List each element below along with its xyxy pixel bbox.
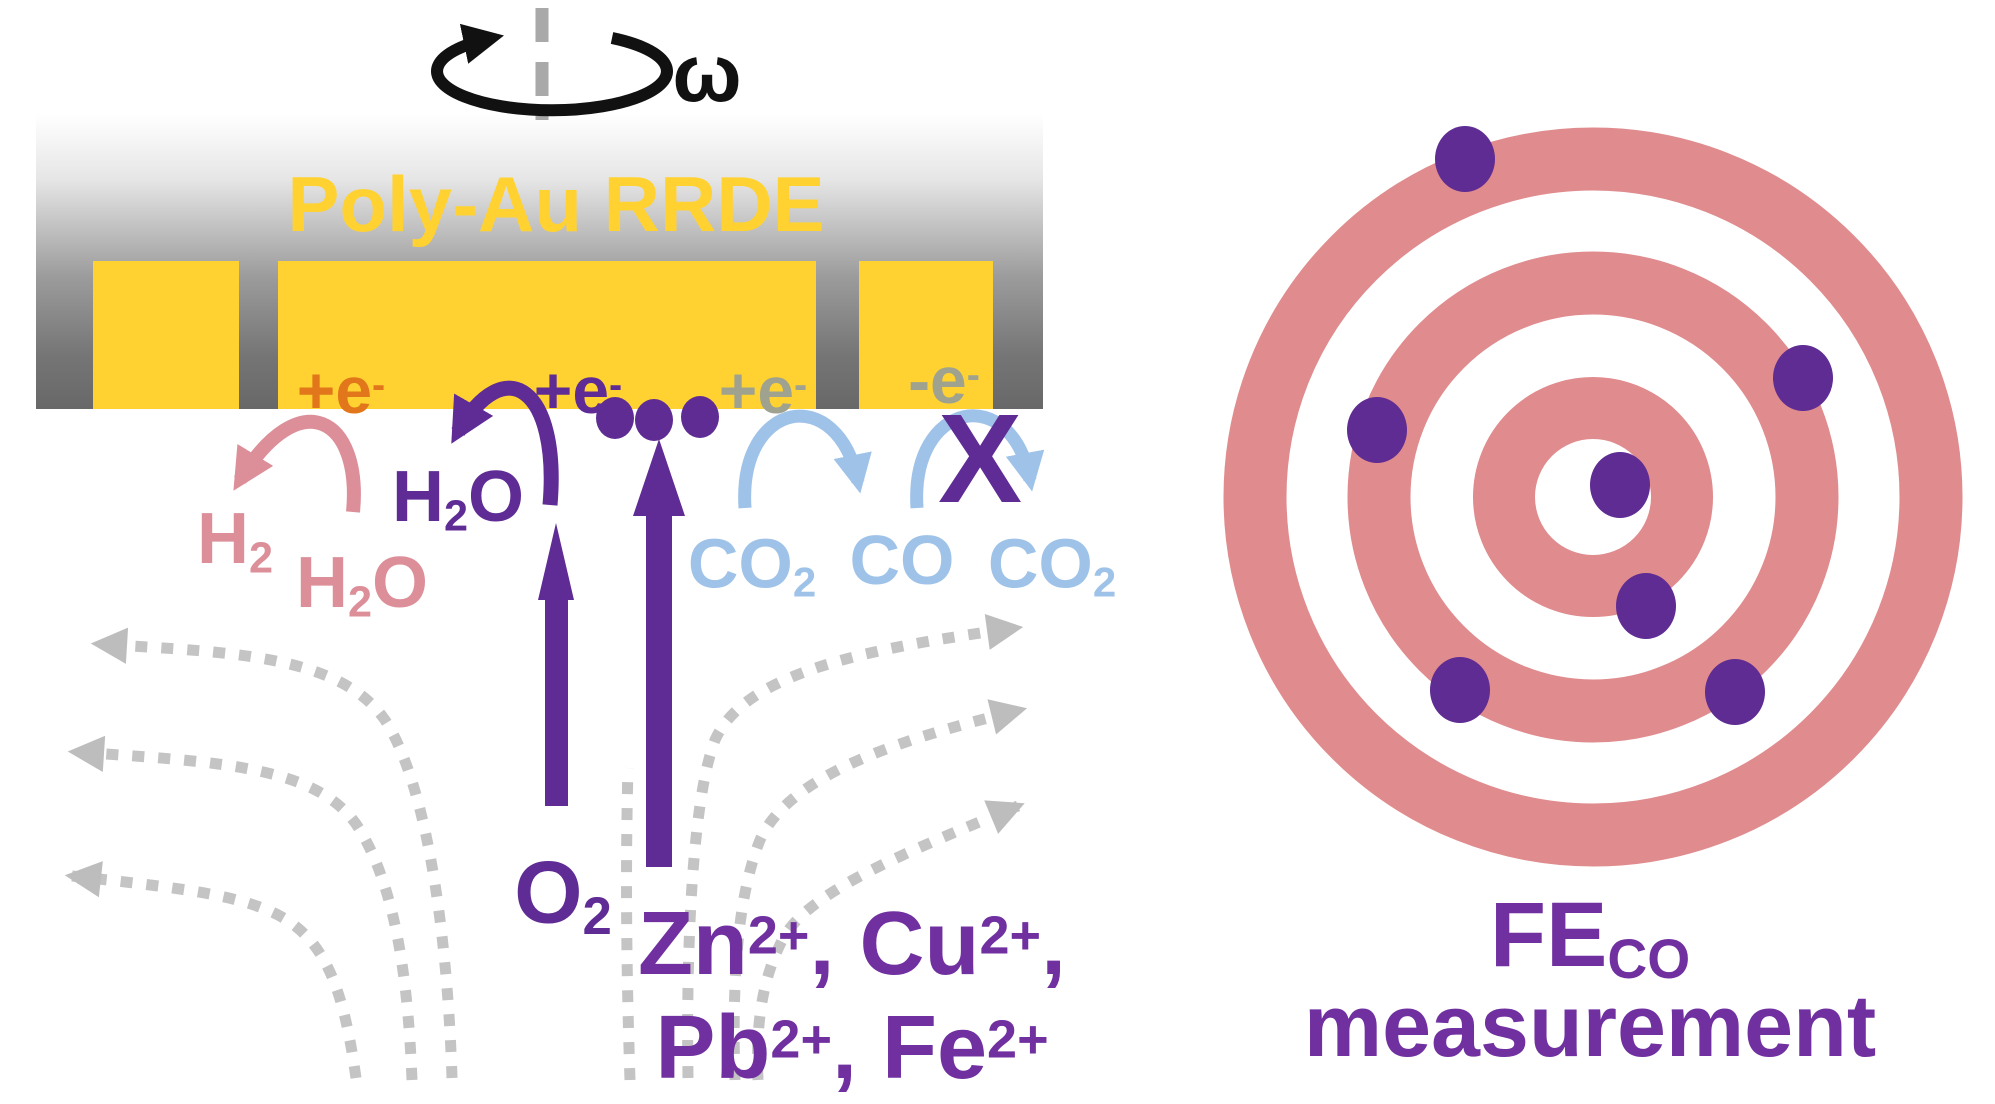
o2-feed-arrow [538,523,574,806]
co2-label-disk: CO2 [687,524,817,606]
measurement-label: measurement [1303,976,1877,1075]
gold-disk [278,261,816,409]
feco-label: FECO [1489,883,1691,990]
h2o-label-pink: H2O [295,543,429,627]
o2-label: O2 [514,842,612,946]
rotation-arrow-icon [431,23,673,117]
target-ring-outer [1223,127,1963,867]
omega-label: ω [672,28,742,119]
x-cross-mark: X [937,388,1023,529]
arc-co2-to-co [738,409,872,509]
target-sample-dots [1347,126,1833,725]
arc-co-to-co2-blocked [910,409,1045,509]
target-ring-middle [1347,251,1839,743]
metal-ions-line2: Pb2+, Fe2+ [655,998,1049,1098]
co2-label-ring: CO2 [987,524,1117,606]
electron-label-disk-oxygen: +e- [533,353,623,427]
dotted-streamline-arrows [64,613,1028,1081]
gold-ring-left [93,261,239,409]
electron-label-disk-hydrogen: +e- [296,353,386,427]
electron-label-ring: -e- [908,343,980,417]
target-rings [1223,127,1963,867]
gold-ring-right [859,261,993,409]
arc-h2o-to-h2 [233,414,361,513]
metal-ions-line1: Zn2+, Cu2+, [637,894,1067,994]
co-label: CO [849,521,955,599]
h2o-label-purple: H2O [391,457,525,541]
metal-particle-dots [596,396,719,441]
electrode-title: Poly-Au RRDE [287,160,825,248]
arc-o2-to-h2o [451,380,559,506]
target-ring-inner [1473,377,1713,617]
h2-label: H2 [196,499,274,583]
metal-ion-feed-arrow [633,439,685,867]
electron-label-disk-co2: +e- [718,353,808,427]
